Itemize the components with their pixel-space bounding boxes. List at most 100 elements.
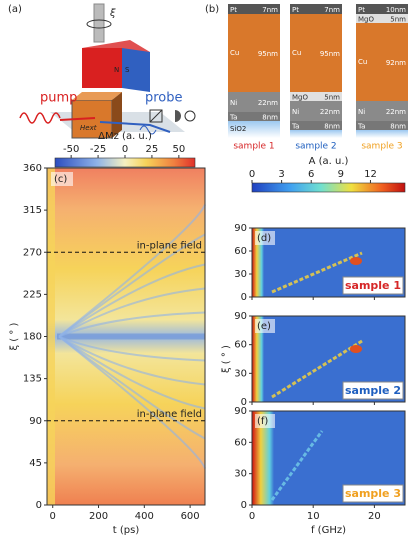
y-tick-label: 30 (234, 469, 247, 480)
heatmap-fringe (58, 263, 206, 338)
y-tick-label: 60 (234, 246, 247, 257)
layer-thickness: 7nm (262, 6, 278, 14)
y-axis-label: ξ ( ° ) (9, 322, 20, 350)
layer-thickness: 8nm (262, 114, 278, 122)
layer (356, 4, 408, 14)
annotation-text: in-plane field (137, 240, 202, 251)
heatmap-fringe (58, 335, 206, 440)
colorbar-tick-label: 0 (249, 169, 255, 180)
y-tick-label: 270 (23, 247, 42, 258)
y-tick-label: 60 (234, 437, 247, 448)
layer-material: Ni (292, 108, 299, 116)
layer (228, 112, 280, 121)
layer-material: Pt (230, 6, 237, 14)
layer-thickness: 10nm (386, 6, 406, 14)
sample-label-bg (342, 276, 404, 295)
sample-name: sample 2 (295, 142, 336, 152)
colorbar-tick-label: 12 (364, 169, 377, 180)
x-axis-label: t (ps) (113, 525, 140, 536)
heatmap-ridge (270, 430, 324, 501)
panel-label-bg (255, 414, 275, 428)
axis-symbol: ξ (109, 8, 116, 19)
layer-thickness: 8nm (390, 123, 406, 131)
heatmap-edge (252, 411, 274, 505)
colorbar-tick-label: 6 (308, 169, 314, 180)
plot-frame (251, 315, 406, 403)
heatmap-ridge (271, 251, 363, 294)
heatmap-fringe (58, 335, 206, 469)
x-tick-label: 10 (307, 511, 320, 522)
layer-thickness: 7nm (324, 6, 340, 14)
pole-north: N (114, 66, 119, 74)
sample-name: sample 3 (361, 142, 402, 152)
layer-material: Ta (357, 123, 365, 131)
layer (290, 92, 342, 101)
heatmap-edge (252, 316, 264, 402)
layer-material: Cu (230, 49, 239, 57)
colorbar-tick-label: 9 (338, 169, 344, 180)
heatmap-edge (47, 168, 55, 505)
panel-label: (f) (257, 416, 268, 427)
y-axis-label: ξ ( ° ) (221, 345, 232, 373)
colorbar-label: ΔMz (a. u.) (98, 131, 152, 142)
layer (290, 14, 342, 92)
layer-thickness: 95nm (320, 50, 340, 58)
y-tick-label: 90 (234, 223, 247, 234)
heatmap-edge (252, 228, 264, 297)
colorbar-tick-label: 0 (122, 144, 128, 155)
probe-label: probe (145, 91, 183, 106)
colorbar-tick-label: 3 (278, 169, 284, 180)
layer-thickness: 22nm (258, 99, 278, 107)
panel-label: (e) (257, 321, 271, 332)
layer (228, 14, 280, 92)
y-tick-label: 30 (234, 368, 247, 379)
panel-label-bg (255, 319, 275, 333)
pump-label: pump (40, 91, 77, 106)
y-tick-label: 30 (234, 269, 247, 280)
panel-label: (d) (257, 233, 271, 244)
heatmap-fringe (58, 311, 206, 338)
layer (290, 121, 342, 130)
colorbar (54, 157, 196, 168)
layer-material: Pt (358, 6, 365, 14)
layer-thickness: 95nm (258, 50, 278, 58)
y-tick-label: 90 (234, 311, 247, 322)
layer (228, 4, 280, 14)
heatmap-band (57, 333, 205, 340)
annotation-text: in-plane field (137, 409, 202, 420)
layer (228, 92, 280, 112)
layer-material: Ta (291, 123, 299, 131)
substrate (228, 121, 280, 138)
colorbar-label: A (a. u.) (309, 156, 349, 167)
colorbar-tick-label: 50 (172, 144, 185, 155)
pole-south: S (125, 66, 130, 74)
y-tick-label: 360 (23, 163, 42, 174)
panel-label: (c) (54, 174, 67, 185)
x-tick-label: 0 (50, 511, 56, 522)
y-tick-label: 90 (234, 406, 247, 417)
sample-label-bg (342, 484, 404, 503)
heatmap-fringe (58, 335, 206, 410)
layer-thickness: 22nm (320, 108, 340, 116)
y-tick-label: 180 (23, 332, 42, 343)
heatmap-peak (350, 345, 362, 353)
substrate-label: SiO2 (230, 125, 246, 133)
layer-material: Ni (358, 108, 365, 116)
panel-label: (a) (8, 4, 22, 15)
sample-label: sample 2 (345, 384, 401, 397)
x-tick-label: 400 (135, 511, 154, 522)
layer (356, 101, 408, 121)
heatmap-peak (350, 257, 362, 265)
heatmap-fringe (58, 287, 206, 338)
y-tick-label: 0 (241, 500, 247, 511)
y-tick-label: 45 (29, 458, 42, 469)
x-tick-label: 20 (368, 511, 381, 522)
layer-thickness: 5nm (324, 94, 340, 102)
panel-label-bg (51, 172, 73, 186)
substrate (290, 130, 342, 138)
heatmap-fringe (58, 335, 206, 386)
y-tick-label: 0 (36, 500, 42, 511)
layer-material: MgO (358, 16, 374, 24)
